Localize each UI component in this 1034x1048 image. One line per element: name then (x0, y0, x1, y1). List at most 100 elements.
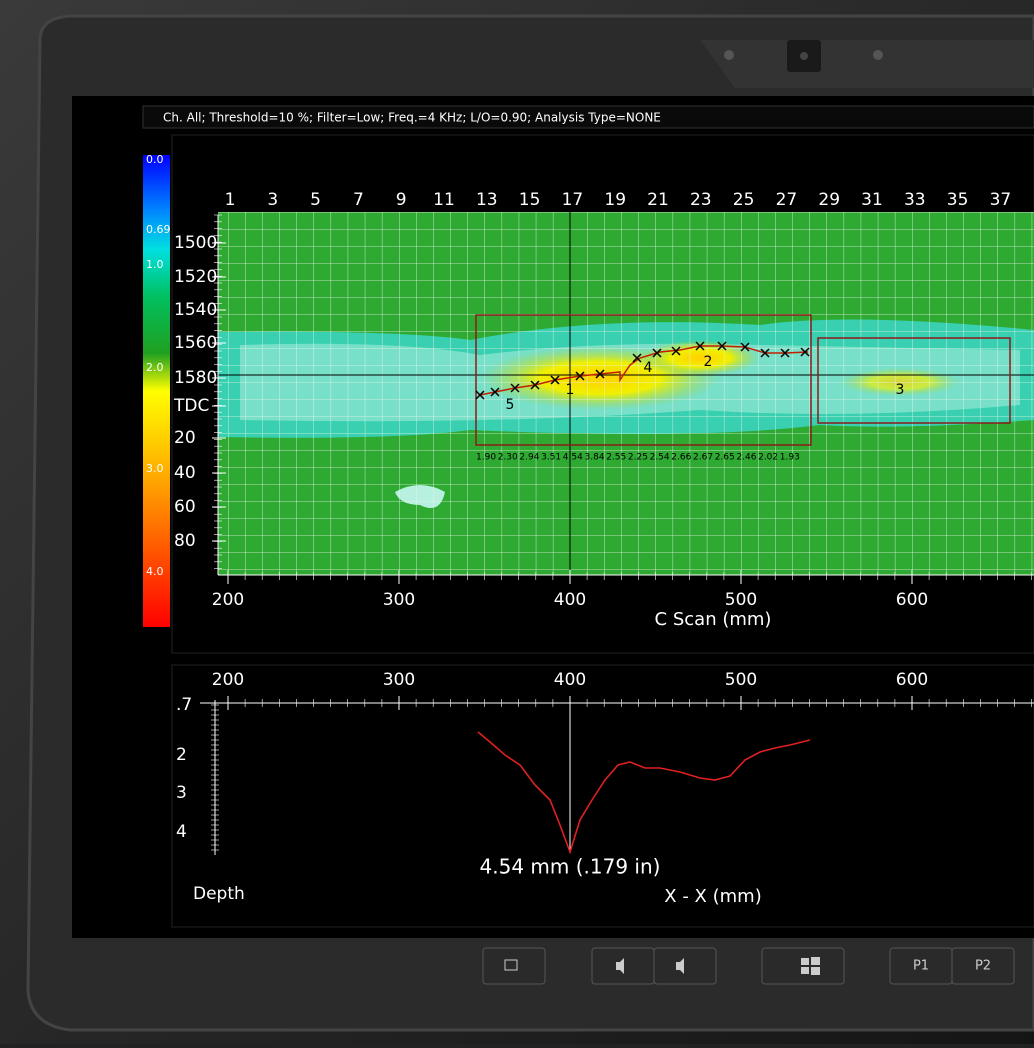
camera-module (700, 40, 1034, 88)
region-box (475, 314, 812, 446)
scan-label: 23 (690, 190, 712, 210)
depth-label: 2.65 (715, 453, 735, 463)
y-label: 20 (174, 428, 196, 448)
profile-x-label: 500 (725, 670, 757, 690)
scan-label: 15 (519, 190, 541, 210)
depth-label: 2.02 (758, 453, 778, 463)
trace-cross (695, 341, 705, 351)
speaker-icon (676, 958, 684, 974)
y-label: 60 (174, 497, 196, 517)
trace-cross (652, 348, 662, 358)
trace-cross (475, 390, 485, 400)
y-label: 40 (174, 463, 196, 483)
trace-cross (800, 347, 810, 357)
trace-cross (760, 348, 770, 358)
x-label: 400 (554, 590, 586, 610)
trace-cross (740, 342, 750, 352)
camera-lens (800, 52, 808, 60)
sensor (873, 50, 883, 60)
windows-icon (811, 957, 820, 965)
depth-label: 2.30 (498, 453, 518, 463)
y-label: 1560 (174, 333, 217, 353)
depth-label: 2.66 (671, 453, 691, 463)
region-marker: 4 (644, 360, 653, 376)
trace-cross (490, 387, 500, 397)
scan-label: 25 (733, 190, 755, 210)
depth-label: 1.93 (780, 453, 800, 463)
region-box (817, 337, 1011, 424)
scan-label: 37 (990, 190, 1012, 210)
profile-x-label: 300 (383, 670, 415, 690)
button-bar: P1 P2 (482, 947, 1015, 985)
status-bar (142, 105, 1034, 129)
c-scan-x-title: C Scan (mm) (655, 609, 772, 630)
x-label: 600 (896, 590, 928, 610)
profile-y-label: 4 (176, 822, 187, 842)
y-label: 1580 (174, 368, 217, 388)
y-label: 1500 (174, 233, 217, 253)
trace-cross (530, 380, 540, 390)
trace-cross (595, 369, 605, 379)
trace-cross (717, 341, 727, 351)
trace-cross (510, 383, 520, 393)
scan-label: 31 (861, 190, 883, 210)
volume-up-button[interactable] (653, 947, 717, 985)
x-label: 300 (383, 590, 415, 610)
p1-label: P1 (913, 959, 929, 974)
y-label: 1540 (174, 300, 217, 320)
rotate-button[interactable] (482, 947, 546, 985)
rotate-icon (504, 959, 518, 971)
status-text: Ch. All; Threshold=10 %; Filter=Low; Fre… (163, 111, 661, 125)
scan-label: 29 (818, 190, 840, 210)
p2-button[interactable] (951, 947, 1015, 985)
scan-label: 9 (396, 190, 407, 210)
profile-y-title: Depth (193, 884, 245, 904)
windows-icon (811, 967, 820, 975)
depth-label: 2.94 (519, 453, 539, 463)
trace-markers (475, 341, 810, 400)
scan-label: 7 (353, 190, 364, 210)
p2-label: P2 (975, 959, 991, 974)
scan-label: 21 (647, 190, 669, 210)
scan-label: 5 (310, 190, 321, 210)
trace-cross (632, 353, 642, 363)
profile-y-label: .7 (176, 695, 192, 715)
color-bar (143, 155, 170, 627)
profile-y-label: 2 (176, 745, 187, 765)
scan-label: 17 (562, 190, 584, 210)
color-scale-label: 0.0 (146, 153, 164, 166)
scan-label: 19 (604, 190, 626, 210)
profile-y-label: 3 (176, 783, 187, 803)
depth-label: 2.55 (606, 453, 626, 463)
scan-label: 13 (476, 190, 498, 210)
trace-cross (575, 371, 585, 381)
depth-label: 2.67 (693, 453, 713, 463)
profile-x-label: 600 (896, 670, 928, 690)
trace-cross (550, 375, 560, 385)
scan-label: 27 (776, 190, 798, 210)
profile-x-label: 400 (554, 670, 586, 690)
x-label: 200 (212, 590, 244, 610)
windows-icon (801, 967, 809, 974)
region-marker: 2 (704, 354, 713, 370)
depth-label: 3.51 (541, 453, 561, 463)
depth-label: 2.54 (650, 453, 670, 463)
depth-label: 3.84 (585, 453, 605, 463)
depth-profile (477, 731, 811, 855)
y-label: TDC (173, 396, 209, 416)
color-scale-label: 2.0 (146, 361, 164, 374)
profile-x-label: 200 (212, 670, 244, 690)
windows-icon (801, 958, 809, 965)
depth-label: 2.25 (628, 453, 648, 463)
region-marker: 5 (506, 397, 515, 413)
depth-label: 4.54 (563, 453, 583, 463)
trace-cross (671, 346, 681, 356)
color-scale-label: 1.0 (146, 258, 164, 271)
scan-label: 33 (904, 190, 926, 210)
color-scale-label: 4.0 (146, 565, 164, 578)
depth-label: 2.46 (736, 453, 756, 463)
color-scale-label: 3.0 (146, 462, 164, 475)
windows-button[interactable] (761, 947, 845, 985)
y-label: 1520 (174, 267, 217, 287)
